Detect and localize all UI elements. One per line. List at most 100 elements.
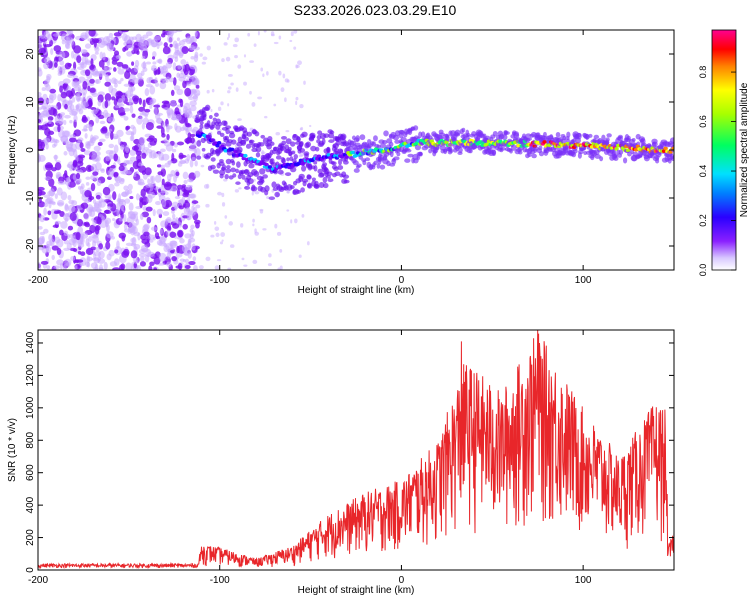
heatmap-cell xyxy=(141,152,147,159)
heatmap-cell xyxy=(105,241,111,250)
heatmap-cell xyxy=(80,232,89,239)
heatmap-cell xyxy=(68,238,76,246)
heatmap-cell xyxy=(131,226,138,235)
heatmap-cell xyxy=(152,236,156,241)
top-x-axis-label: Height of straight line (km) xyxy=(298,285,415,296)
heatmap-cell xyxy=(91,153,99,162)
heatmap-cell xyxy=(138,136,146,145)
heatmap-cell xyxy=(253,43,257,47)
heatmap-cell xyxy=(194,160,198,167)
heatmap-cell xyxy=(295,64,299,69)
heatmap-cell xyxy=(176,37,181,42)
heatmap-cell xyxy=(334,171,341,177)
heatmap-cell xyxy=(251,102,256,107)
heatmap-cell xyxy=(56,259,64,266)
heatmap-cell xyxy=(362,160,367,166)
heatmap-cell xyxy=(286,190,290,194)
heatmap-cell xyxy=(168,77,174,83)
heatmap-cell xyxy=(80,148,86,153)
heatmap-cell xyxy=(326,148,331,154)
heatmap-cell xyxy=(64,203,69,211)
heatmap-cell xyxy=(144,113,148,118)
heatmap-cell xyxy=(56,199,65,207)
heatmap-cell xyxy=(144,254,150,263)
heatmap-cell xyxy=(165,125,173,130)
heatmap-cell xyxy=(89,209,96,218)
heatmap-cell xyxy=(221,239,224,242)
heatmap-cell xyxy=(379,143,387,149)
heatmap-cell xyxy=(46,265,51,270)
colorbar-tick-label: 0.2 xyxy=(698,214,708,227)
heatmap-cell xyxy=(139,111,146,116)
heatmap-cell xyxy=(237,64,242,69)
heatmap-cell xyxy=(205,183,210,189)
heatmap-cell xyxy=(115,54,122,60)
heatmap-cell xyxy=(166,261,172,268)
heatmap-cell xyxy=(57,180,64,185)
heatmap-cell xyxy=(492,130,498,137)
heatmap-cell xyxy=(214,226,220,231)
heatmap-cell xyxy=(131,145,140,151)
heatmap-cell xyxy=(185,138,190,145)
heatmap-cell xyxy=(80,32,88,41)
heatmap-cell xyxy=(57,68,66,75)
heatmap-cell xyxy=(225,165,231,169)
heatmap-cell xyxy=(241,174,246,180)
heatmap-cell xyxy=(170,89,175,97)
heatmap-cell xyxy=(290,167,297,173)
heatmap-cell xyxy=(132,95,140,102)
heatmap-cell xyxy=(38,107,43,111)
heatmap-cell xyxy=(38,92,42,97)
heatmap-cell xyxy=(82,49,88,53)
heatmap-cell xyxy=(243,81,247,86)
heatmap-cell xyxy=(192,256,197,262)
heatmap-cell xyxy=(163,243,168,248)
top-y-tick-label: -20 xyxy=(25,238,36,253)
heatmap-cell xyxy=(113,98,118,106)
heatmap-cell xyxy=(73,248,78,252)
heatmap-cell xyxy=(156,239,163,246)
bottom-x-tick-label: 0 xyxy=(399,575,405,586)
heatmap-cell xyxy=(54,154,58,162)
heatmap-cell xyxy=(407,153,414,158)
heatmap-cell xyxy=(631,137,636,142)
heatmap-cell xyxy=(296,136,301,143)
heatmap-cell xyxy=(189,44,195,51)
heatmap-cell xyxy=(57,125,61,133)
heatmap-cell xyxy=(139,116,144,120)
heatmap-cell xyxy=(73,167,79,171)
bottom-y-ticks: 0 200 400 600 800 1000 1200 1400 xyxy=(25,331,674,573)
heatmap-cell xyxy=(82,100,90,108)
heatmap-cell xyxy=(356,163,362,168)
heatmap-cell xyxy=(97,258,106,264)
heatmap-cell xyxy=(70,256,76,262)
heatmap-cell xyxy=(142,99,146,108)
heatmap-cell xyxy=(205,203,210,208)
heatmap-cell xyxy=(117,69,125,75)
heatmap-cell xyxy=(271,181,277,188)
heatmap-cell xyxy=(161,100,170,105)
heatmap-cell xyxy=(223,42,228,46)
heatmap-cell xyxy=(84,69,91,77)
heatmap-cell xyxy=(45,243,50,252)
heatmap-cell xyxy=(220,166,226,171)
heatmap-cell xyxy=(228,32,231,38)
heatmap-cell xyxy=(205,256,211,262)
heatmap-cell xyxy=(130,250,138,259)
heatmap-cell xyxy=(177,263,183,270)
heatmap-cell xyxy=(618,149,624,155)
chart-title: S233.2026.023.03.29.E10 xyxy=(293,2,457,18)
heatmap-cell xyxy=(158,252,167,262)
heatmap-cell xyxy=(242,130,249,137)
heatmap-cell xyxy=(235,181,241,185)
heatmap-cell xyxy=(150,226,158,231)
heatmap-cell xyxy=(72,159,78,167)
heatmap-cell xyxy=(267,165,273,169)
heatmap-cell xyxy=(38,197,42,204)
heatmap-cell xyxy=(140,244,149,252)
heatmap-cell xyxy=(53,265,60,270)
heatmap-cell xyxy=(79,142,84,149)
heatmap-cell xyxy=(66,163,72,168)
heatmap-cell xyxy=(69,137,77,143)
heatmap-cell xyxy=(257,30,260,36)
